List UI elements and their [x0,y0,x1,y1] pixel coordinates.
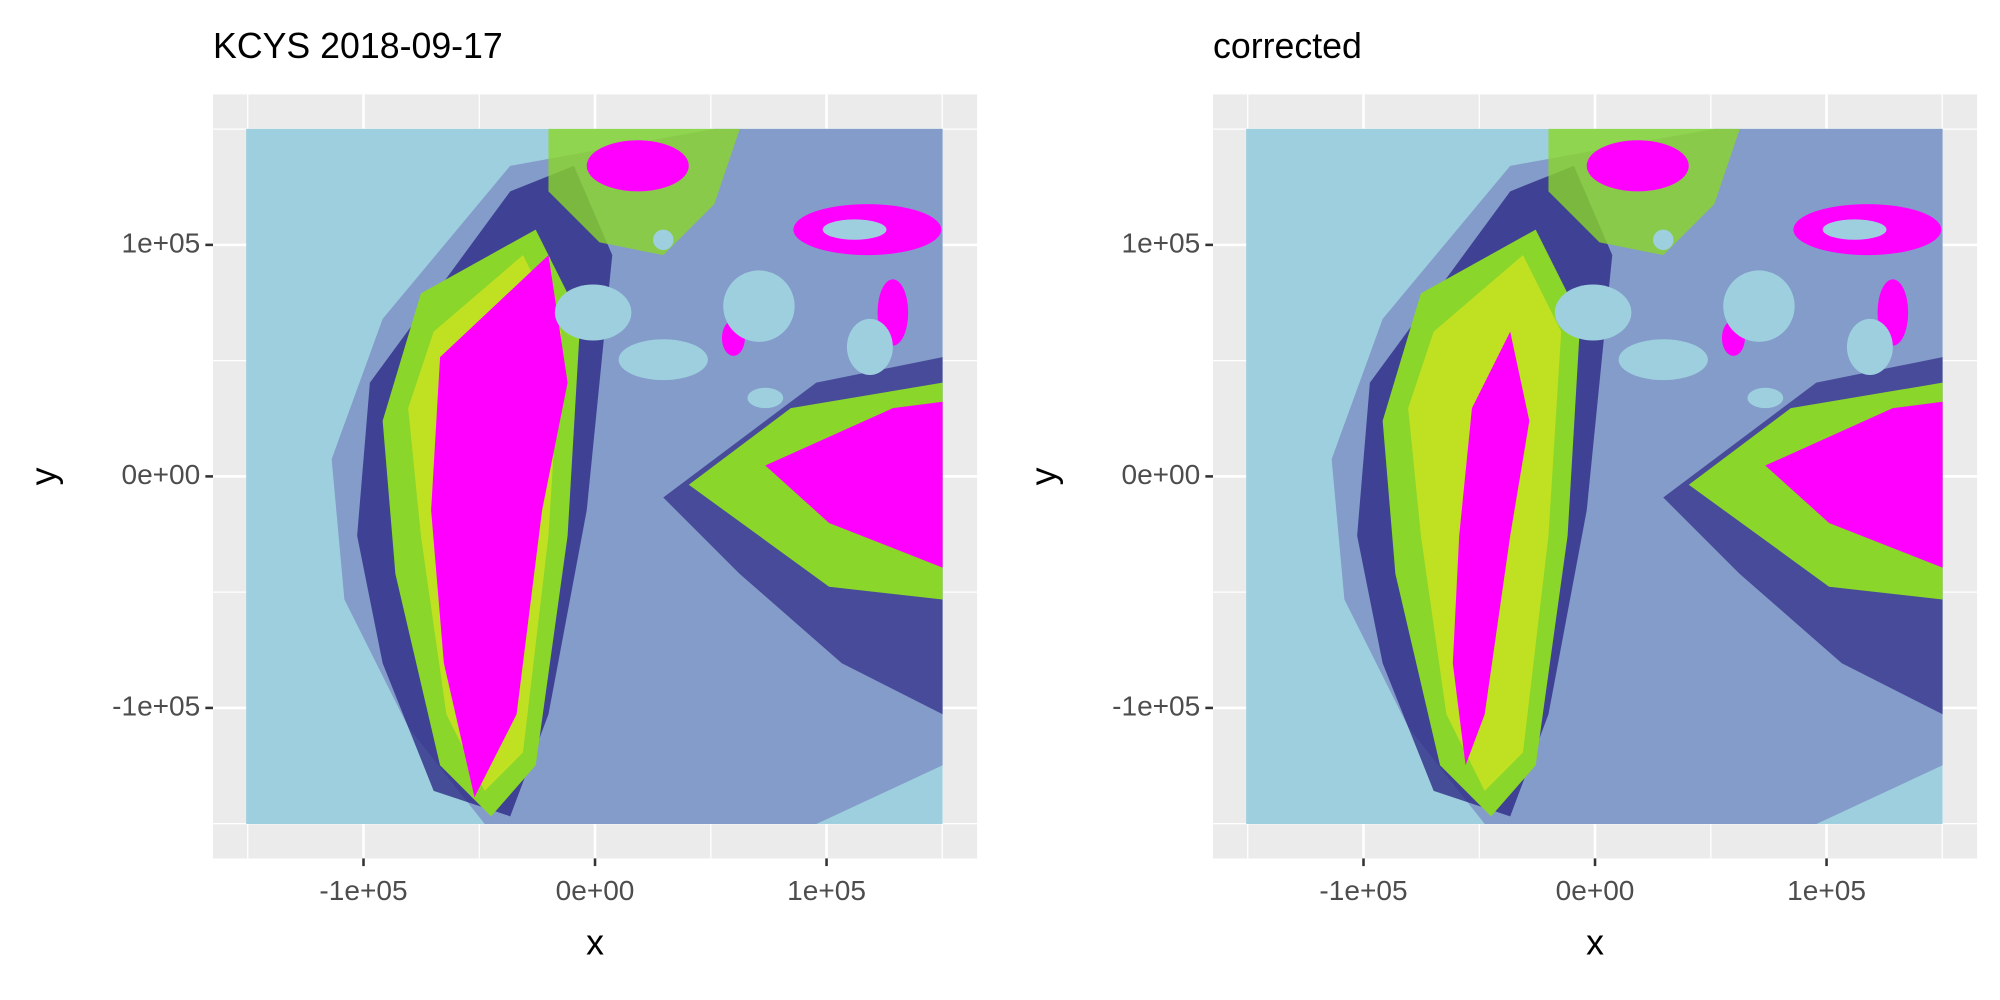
y-tick-label: 1e+05 [121,227,200,258]
x-tick-label: 0e+00 [1556,875,1635,906]
echo-top-magenta [1586,140,1689,192]
panel: KCYS 2018-09-17 -1e+05 0e+00 1e+05 -1e+05 0e+… [23,26,978,963]
y-tick-label: -1e+05 [1112,690,1200,721]
y-tick-label: 0e+00 [121,459,200,490]
echo-magenta [1452,331,1530,766]
echo-hole [653,229,674,250]
x-axis-label: x [586,923,604,963]
echo-magenta [1765,401,1943,568]
x-tick-label: -1e+05 [319,875,407,906]
echo-hole [1747,387,1784,409]
echo-hole [846,318,893,375]
echo-magenta [765,401,943,568]
x-axis-label: x [1586,923,1604,963]
x-tick-label: 1e+05 [787,875,866,906]
x-tick-label: 1e+05 [1787,875,1866,906]
echo-hole [747,387,784,409]
y-tick-label: 1e+05 [1121,227,1200,258]
y-axis-label: y [23,467,63,485]
x-tick-label: 0e+00 [556,875,635,906]
radar-raster [246,128,943,824]
panel-title: KCYS 2018-09-17 [213,26,503,66]
echo-hole [1618,339,1708,381]
echo-hole [618,339,708,381]
radar-raster [1246,128,1943,824]
echo-hole [1554,284,1632,341]
echo-hole [554,284,632,341]
y-tick-label: -1e+05 [112,690,200,721]
echo-top-magenta [586,140,689,192]
panel: corrected -1e+05 0e+00 1e+05 -1e+05 0e+00 1e+0… [1023,26,1978,963]
x-tick-label: -1e+05 [1319,875,1407,906]
echo-hole [1846,318,1893,375]
echo-hole [822,219,887,240]
echo-hole [723,270,795,342]
y-tick-label: 0e+00 [1121,459,1200,490]
echo-hole [1653,229,1674,250]
echo-hole [1822,219,1887,240]
echo-magenta [431,255,568,798]
echo-hole [1723,270,1795,342]
panel-title: corrected [1213,26,1362,66]
y-axis-label: y [1023,467,1063,485]
